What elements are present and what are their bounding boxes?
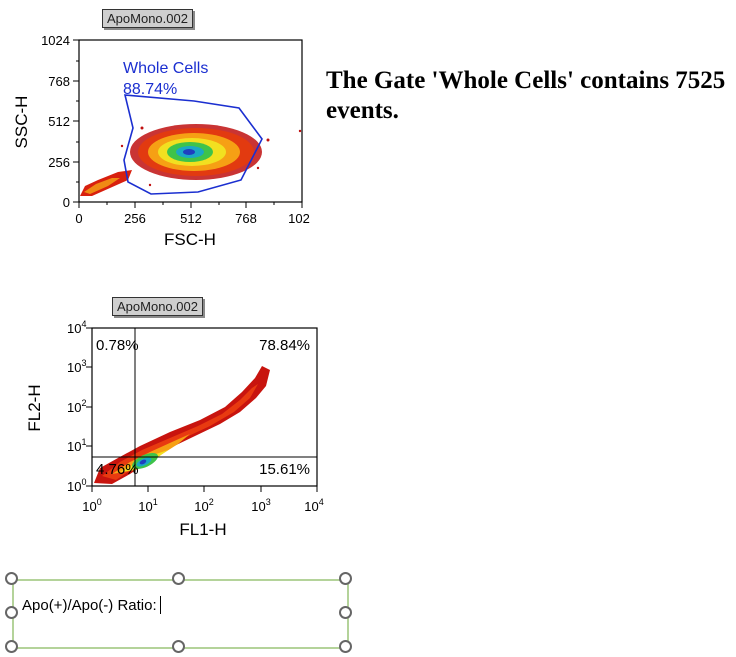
resize-handle-top-left[interactable] xyxy=(5,572,18,585)
quadrant-upper-right-percent: 78.84% xyxy=(259,337,310,354)
quadrant-upper-left-percent: 0.78% xyxy=(96,337,139,354)
whole-cells-gate[interactable] xyxy=(123,94,263,195)
plot2-x-axis-label: FL1-H xyxy=(179,520,226,539)
resize-handle-top-center[interactable] xyxy=(172,572,185,585)
plot2-x-ticks xyxy=(91,486,318,492)
plot1-x-tick-label: 0 xyxy=(75,211,82,226)
plot2-y-tick-label: 102 xyxy=(67,398,86,415)
plot1-y-tick-label: 1024 xyxy=(41,33,70,48)
plot2[interactable]: 0.78% 78.84% 4.76% 15.61% 100 101 102 10… xyxy=(25,319,324,539)
plot1-title[interactable]: ApoMono.002 xyxy=(102,9,193,28)
plot1-y-tick-label: 512 xyxy=(48,114,70,129)
gate-event-statement[interactable]: The Gate 'Whole Cells' contains 7525 eve… xyxy=(326,67,726,124)
plot2-x-tick-label: 100 xyxy=(82,497,101,514)
plot1-y-axis-label: SSC-H xyxy=(12,96,31,149)
resize-handle-top-right[interactable] xyxy=(339,572,352,585)
plot2-y-ticks xyxy=(86,327,92,487)
plot1-density xyxy=(80,124,302,196)
resize-handle-middle-right[interactable] xyxy=(339,606,352,619)
resize-handle-middle-left[interactable] xyxy=(5,606,18,619)
ratio-label-text: Apo(+)/Apo(-) Ratio: xyxy=(22,597,157,614)
plot2-x-tick-label: 104 xyxy=(304,497,323,514)
plot2-y-tick-label: 103 xyxy=(67,358,86,375)
plot2-y-tick-label: 101 xyxy=(67,437,86,454)
quadrant-lower-left-percent: 4.76% xyxy=(96,461,139,478)
plot1-y-tick-label: 0 xyxy=(63,195,70,210)
plot1-x-axis-label: FSC-H xyxy=(164,230,216,249)
text-caret xyxy=(159,596,161,614)
plot2-x-tick-label: 101 xyxy=(138,497,157,514)
gate-name-label[interactable]: Whole Cells xyxy=(123,60,208,77)
gate-percent-label[interactable]: 88.74% xyxy=(123,81,177,98)
plot1-y-ticks xyxy=(73,39,79,203)
resize-handle-bottom-center[interactable] xyxy=(172,640,185,653)
resize-handle-bottom-right[interactable] xyxy=(339,640,352,653)
plot1-y-tick-label: 256 xyxy=(48,155,70,170)
ratio-text-label[interactable]: Apo(+)/Apo(-) Ratio: xyxy=(22,596,161,614)
plot2-y-axis-label: FL2-H xyxy=(25,384,44,431)
plot1-x-ticks xyxy=(78,202,303,208)
plot1-x-tick-label: 256 xyxy=(124,211,146,226)
plot1-x-tick-label: 102 xyxy=(288,211,310,226)
plot1-x-tick-label: 768 xyxy=(235,211,257,226)
plot1-y-tick-label: 768 xyxy=(48,74,70,89)
plot2-y-tick-label: 100 xyxy=(67,477,86,494)
plot1[interactable]: Whole Cells 88.74% 0 256 512 768 102 xyxy=(12,33,310,249)
plot1-x-tick-label: 512 xyxy=(180,211,202,226)
ratio-text-box[interactable]: Apo(+)/Apo(-) Ratio: xyxy=(12,579,349,649)
plot2-title[interactable]: ApoMono.002 xyxy=(112,297,203,316)
plot2-density xyxy=(94,366,270,484)
plot2-x-tick-label: 102 xyxy=(194,497,213,514)
quadrant-lower-right-percent: 15.61% xyxy=(259,461,310,478)
plot2-y-tick-label: 104 xyxy=(67,319,86,336)
plot2-x-tick-label: 103 xyxy=(251,497,270,514)
resize-handle-bottom-left[interactable] xyxy=(5,640,18,653)
